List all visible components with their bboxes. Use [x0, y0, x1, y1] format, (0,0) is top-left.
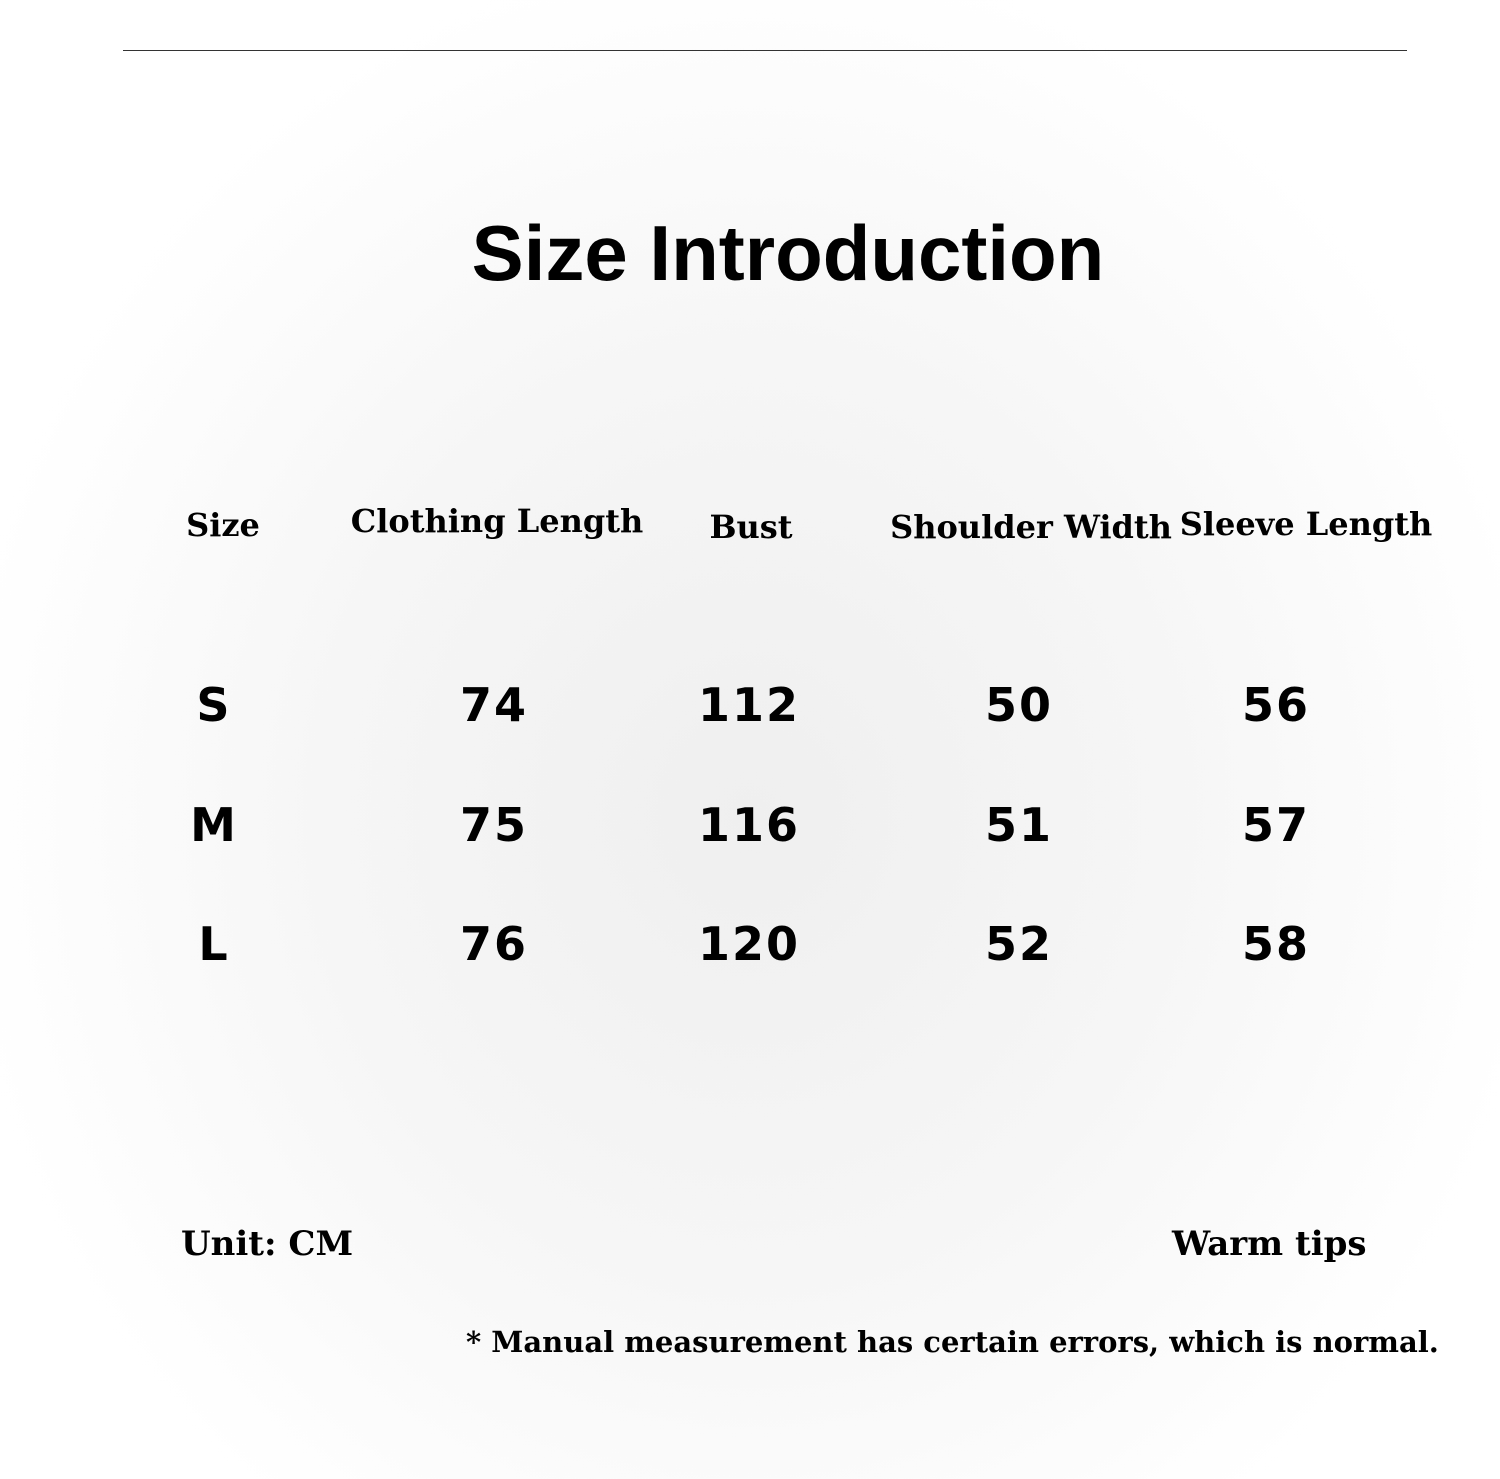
page-title: Size Introduction: [471, 209, 1105, 297]
warm-tips-label: Warm tips: [1172, 1224, 1367, 1264]
value-cell: 57: [1241, 798, 1311, 852]
value-cell: 75: [459, 798, 529, 852]
size-cell: S: [196, 678, 232, 732]
value-cell: 120: [697, 917, 801, 971]
value-cell: 50: [984, 678, 1054, 732]
header-size: Size: [186, 506, 260, 544]
value-cell: 112: [697, 678, 801, 732]
value-cell: 76: [459, 917, 529, 971]
top-divider: [123, 50, 1407, 51]
value-cell: 58: [1241, 917, 1311, 971]
header-shoulder-width: Shoulder Width: [890, 508, 1172, 546]
unit-label: Unit: CM: [181, 1224, 354, 1264]
size-cell: M: [190, 798, 238, 852]
header-clothing-length: Clothing Length: [350, 502, 644, 540]
header-sleeve-length: Sleeve Length: [1179, 505, 1433, 543]
value-cell: 56: [1241, 678, 1311, 732]
value-cell: 52: [984, 917, 1054, 971]
value-cell: 74: [459, 678, 529, 732]
size-cell: L: [198, 917, 230, 971]
header-bust: Bust: [709, 508, 793, 546]
value-cell: 51: [984, 798, 1054, 852]
value-cell: 116: [697, 798, 801, 852]
disclaimer-text: * Manual measurement has certain errors,…: [466, 1325, 1439, 1359]
